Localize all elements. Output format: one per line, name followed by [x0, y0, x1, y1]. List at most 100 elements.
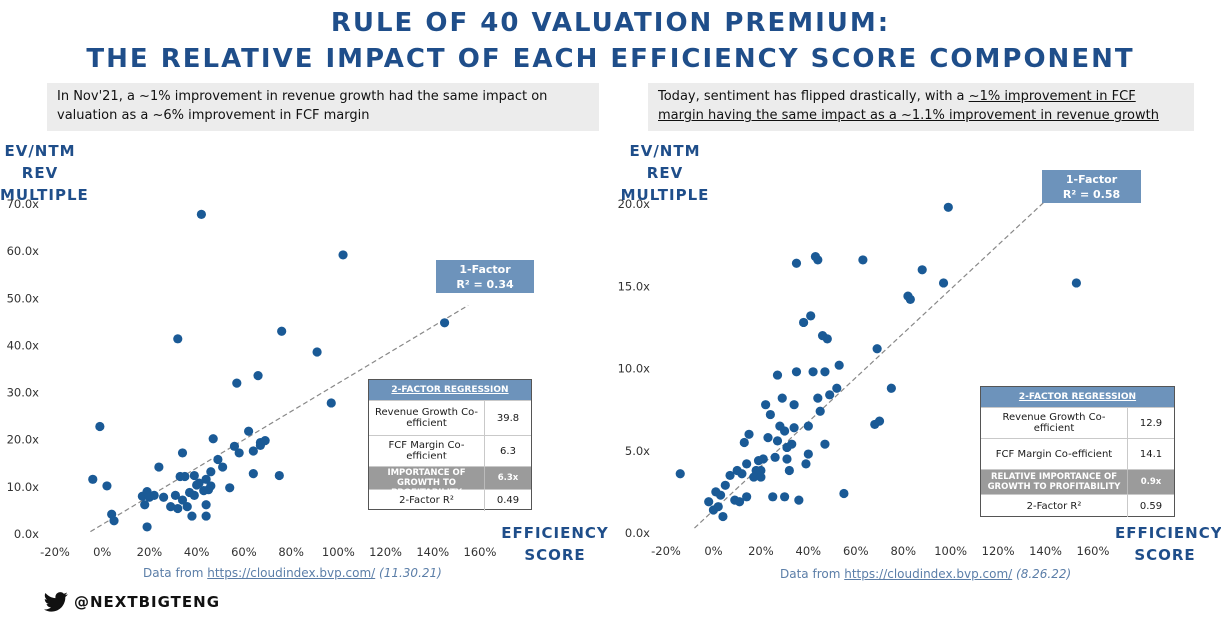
right-data-point — [798, 317, 809, 328]
left-data-point — [206, 467, 216, 477]
right-data-point — [886, 383, 896, 393]
right-y-tick-label: 20.0x — [618, 197, 651, 211]
right-data-point — [765, 409, 775, 420]
left-x-tick-label: 140% — [416, 545, 449, 559]
left-x-tick-label: -20% — [40, 545, 70, 559]
left-regression-label: 2-Factor R² — [399, 495, 454, 506]
left-data-point — [159, 492, 169, 502]
left-source-link[interactable]: https://cloudindex.bvp.com/ — [207, 566, 376, 580]
twitter-handle: @NEXTBIGTENG — [44, 592, 220, 612]
left-data-point — [206, 481, 216, 491]
right-data-point — [768, 492, 778, 502]
left-regression-value: 6.3x — [484, 467, 531, 489]
left-x-tick-label: 20% — [137, 545, 163, 559]
left-x-tick-label: 40% — [184, 545, 210, 559]
left-y-tick-label: 60.0x — [7, 244, 40, 258]
right-data-point — [938, 278, 949, 288]
right-regression-row: 2-Factor R² 0.59 — [981, 494, 1174, 517]
right-data-point — [704, 497, 714, 507]
right-data-point — [770, 452, 780, 462]
right-data-point — [822, 334, 832, 344]
right-data-point — [820, 439, 830, 449]
left-data-point — [260, 436, 270, 446]
left-regression-table: 2-FACTOR REGRESSION Revenue Growth Co-ef… — [368, 379, 532, 511]
left-regression-header: 2-FACTOR REGRESSION — [369, 380, 531, 400]
handle-text: @NEXTBIGTENG — [74, 593, 221, 611]
right-data-point — [825, 390, 835, 400]
right-callout-text: Today, sentiment has flipped drastically… — [658, 89, 969, 104]
right-data-point — [772, 436, 783, 446]
left-y-tick-label: 30.0x — [7, 386, 40, 400]
right-data-point — [789, 400, 799, 410]
left-y-tick-label: 20.0x — [7, 433, 40, 447]
left-data-point — [154, 462, 164, 472]
right-x-axis-title-line1: EFFICIENCY — [1115, 524, 1221, 542]
right-data-point — [787, 439, 797, 449]
left-callout: In Nov'21, a ~1% improvement in revenue … — [47, 83, 599, 131]
left-one-factor-title: 1-Factor — [459, 263, 511, 276]
left-data-point — [166, 502, 176, 512]
right-data-point — [758, 454, 768, 464]
left-x-tick-label: 100% — [322, 545, 355, 559]
left-data-point — [194, 478, 204, 488]
right-x-tick-label: -20% — [651, 544, 681, 558]
right-y-axis-title: EV/NTM REV MULTIPLE — [620, 140, 710, 206]
right-data-point — [803, 449, 813, 459]
right-y-tick-label: 15.0x — [618, 279, 651, 293]
left-data-point — [173, 503, 183, 514]
left-regression-row-highlight: RELATIVE IMPORTANCE OF GROWTH TO PROFITA… — [369, 458, 531, 498]
left-regression-label: RELATIVE IMPORTANCE OF GROWTH TO PROFITA… — [387, 458, 466, 498]
right-data-point — [820, 367, 830, 377]
left-x-axis-title-line2: SCORE — [524, 546, 586, 564]
right-data-point — [737, 469, 747, 479]
right-data-point — [763, 432, 773, 443]
right-data-point — [803, 421, 813, 431]
right-regression-label: Revenue Growth Co-efficient — [1002, 412, 1106, 434]
left-data-point — [142, 522, 152, 532]
left-data-point — [189, 490, 199, 500]
left-data-point — [149, 490, 159, 500]
right-data-point — [772, 370, 783, 380]
left-data-point — [244, 426, 254, 436]
chart-title-line1: RULE OF 40 VALUATION PREMIUM: — [330, 8, 891, 38]
left-data-point — [173, 334, 183, 344]
right-regression-row: FCF Margin Co-efficient 14.1 — [981, 438, 1174, 469]
right-data-point — [789, 423, 799, 433]
right-data-point — [784, 465, 794, 476]
left-data-point — [201, 474, 211, 484]
right-data-point — [715, 490, 726, 500]
left-data-point — [213, 454, 223, 465]
right-data-point — [806, 311, 816, 321]
right-data-point — [742, 492, 752, 502]
left-data-point — [177, 448, 188, 458]
left-data-point — [229, 441, 240, 451]
left-regression-row: 2-Factor R² 0.49 — [369, 489, 531, 511]
left-data-point — [232, 378, 242, 388]
left-y-tick-label: 40.0x — [7, 338, 40, 352]
right-data-point — [813, 255, 823, 265]
left-data-point — [140, 500, 150, 510]
right-data-point — [794, 495, 804, 505]
right-one-factor-label: 1-Factor R² = 0.58 — [1042, 170, 1141, 203]
right-source-link[interactable]: https://cloudindex.bvp.com/ — [844, 567, 1013, 581]
right-y-tick-label: 0.0x — [625, 526, 650, 540]
right-x-tick-label: 80% — [890, 544, 916, 558]
left-data-point — [177, 495, 188, 505]
right-regression-value: 14.1 — [1127, 439, 1174, 469]
left-x-tick-label: 120% — [369, 545, 402, 559]
twitter-bird-icon — [44, 592, 68, 612]
right-data-point — [1071, 278, 1081, 288]
right-data-point — [815, 406, 825, 416]
left-data-point — [180, 471, 190, 482]
left-regression-value: 39.8 — [484, 401, 531, 435]
right-data-point — [834, 360, 844, 370]
left-one-factor-r2: R² = 0.34 — [456, 278, 514, 291]
right-regression-header: 2-FACTOR REGRESSION — [981, 387, 1174, 407]
right-data-point — [713, 502, 723, 512]
right-callout-highlight: ~1% improvement in FCF margin having the… — [658, 89, 1159, 123]
right-data-point — [917, 265, 927, 275]
left-regression-value: 6.3 — [484, 436, 531, 466]
left-data-point — [234, 448, 244, 458]
right-data-point — [782, 454, 792, 464]
